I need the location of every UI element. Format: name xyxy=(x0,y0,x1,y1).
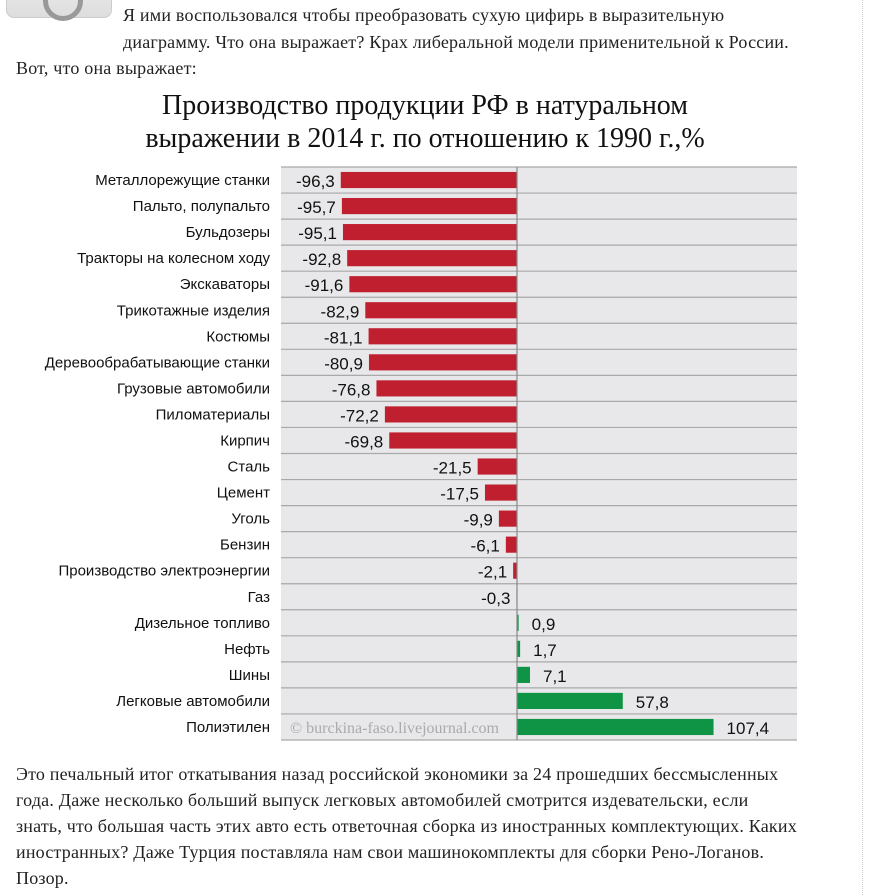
chart-title-line-2: выражении в 2014 г. по отношению к 1990 … xyxy=(145,123,705,154)
category-label-7: Костюмы xyxy=(206,328,270,345)
category-label-3: Бульдозеры xyxy=(186,224,270,241)
category-label-9: Грузовые автомобили xyxy=(117,380,270,397)
category-label-2: Пальто, полупальто xyxy=(133,198,270,215)
outro-line-5: Позор. xyxy=(16,868,69,888)
outro-line-1: Это печальный итог откатывания назад рос… xyxy=(16,764,779,784)
data-label-4: -92,8 xyxy=(302,250,341,269)
bar-7 xyxy=(368,328,517,345)
category-label-20: Шины xyxy=(229,667,270,684)
data-label-13: -17,5 xyxy=(440,485,479,504)
bar-17 xyxy=(516,588,518,605)
bar-22 xyxy=(517,718,714,736)
data-label-9: -76,8 xyxy=(332,380,371,399)
bar-8 xyxy=(368,354,517,371)
data-label-2: -95,7 xyxy=(297,198,336,217)
bar-21 xyxy=(517,692,623,710)
plot-area xyxy=(281,167,797,740)
bar-15 xyxy=(505,536,517,553)
bar-4 xyxy=(347,250,517,267)
data-label-3: -95,1 xyxy=(298,224,337,243)
data-label-7: -81,1 xyxy=(324,328,363,347)
data-label-5: -91,6 xyxy=(305,276,344,295)
category-label-16: Производство электроэнергии xyxy=(58,563,270,580)
data-label-22: 107,4 xyxy=(727,719,770,738)
category-label-8: Деревообрабатывающие станки xyxy=(45,354,270,371)
bar-20 xyxy=(517,666,530,683)
bar-5 xyxy=(349,276,517,293)
data-label-6: -82,9 xyxy=(321,302,360,321)
author-avatar[interactable] xyxy=(6,0,112,21)
chart-title-line-1: Производство продукции РФ в натуральном xyxy=(162,90,688,121)
intro-line-1: Я ими воспользовался чтобы преобразовать… xyxy=(123,5,725,25)
data-label-10: -72,2 xyxy=(340,406,379,425)
outro-line-3: знать, что большая часть этих авто есть … xyxy=(16,816,797,836)
category-label-15: Бензин xyxy=(220,537,270,554)
category-label-11: Кирпич xyxy=(220,432,270,449)
data-label-17: -0,3 xyxy=(481,589,510,608)
data-label-15: -6,1 xyxy=(471,537,500,556)
category-label-6: Трикотажные изделия xyxy=(117,302,270,319)
bar-11 xyxy=(389,432,517,449)
bar-2 xyxy=(341,197,517,215)
page-border xyxy=(862,0,863,895)
bar-6 xyxy=(365,302,517,319)
bar-19 xyxy=(517,640,521,657)
category-label-4: Тракторы на колесном ходу xyxy=(77,250,270,267)
data-label-8: -80,9 xyxy=(324,354,363,373)
category-label-21: Легковые автомобили xyxy=(116,693,270,710)
bar-12 xyxy=(477,458,517,475)
bar-18 xyxy=(517,614,519,631)
category-label-5: Экскаваторы xyxy=(180,276,270,293)
category-label-17: Газ xyxy=(248,589,270,606)
bar-9 xyxy=(376,380,517,397)
category-label-10: Пиломатериалы xyxy=(156,406,270,423)
category-label-18: Дизельное топливо xyxy=(135,615,270,632)
bar-14 xyxy=(498,510,517,527)
intro-line-2: диаграмму. Что она выражает? Крах либера… xyxy=(123,32,789,52)
bar-13 xyxy=(484,484,517,501)
bar-1 xyxy=(340,171,517,189)
data-label-14: -9,9 xyxy=(464,511,493,530)
data-label-1: -96,3 xyxy=(296,172,335,191)
category-label-1: Металлорежущие станки xyxy=(95,172,270,189)
data-label-12: -21,5 xyxy=(433,459,472,478)
bar-16 xyxy=(513,562,517,579)
data-label-19: 1,7 xyxy=(533,641,557,660)
bar-10 xyxy=(384,406,517,423)
data-label-20: 7,1 xyxy=(543,667,567,686)
data-label-16: -2,1 xyxy=(478,563,507,582)
outro-line-4: иностранных? Даже Турция поставляла нам … xyxy=(16,842,765,862)
category-label-13: Цемент xyxy=(217,485,270,502)
category-label-19: Нефть xyxy=(224,641,270,658)
outro-line-2: года. Даже несколько больший выпуск легк… xyxy=(16,790,749,810)
category-label-22: Полиэтилен xyxy=(186,719,270,736)
bar-3 xyxy=(342,224,517,241)
data-label-21: 57,8 xyxy=(636,693,669,712)
data-label-18: 0,9 xyxy=(532,615,556,634)
category-label-12: Сталь xyxy=(228,459,271,476)
category-label-14: Уголь xyxy=(231,511,270,528)
data-label-11: -69,8 xyxy=(345,432,384,451)
intro-line-3: Вот, что она выражает: xyxy=(16,58,197,78)
watermark: © burckina-faso.livejournal.com xyxy=(290,720,500,737)
